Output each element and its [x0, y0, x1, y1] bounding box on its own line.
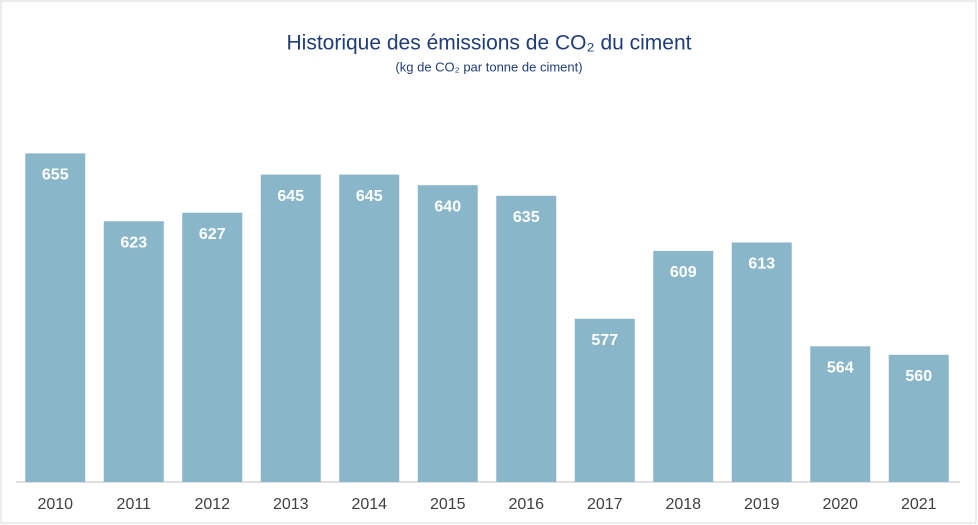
x-tick-label: 2016 — [508, 496, 544, 513]
x-tick-label: 2010 — [37, 496, 73, 513]
chart-title: Historique des émissions de CO₂ du cimen… — [287, 32, 692, 55]
value-label: 627 — [199, 226, 226, 243]
bar — [260, 174, 321, 482]
bar — [339, 174, 400, 482]
value-label: 613 — [748, 256, 775, 273]
value-label: 645 — [356, 188, 383, 205]
bar — [103, 221, 164, 483]
value-label: 655 — [42, 167, 69, 184]
x-tick-label: 2018 — [665, 496, 701, 513]
bar — [25, 153, 86, 482]
x-tick-label: 2021 — [901, 496, 937, 513]
x-tick-label: 2015 — [430, 496, 466, 513]
value-label: 577 — [591, 332, 618, 349]
x-tick-label: 2014 — [351, 496, 387, 513]
bar — [810, 346, 871, 482]
x-tick-label: 2013 — [273, 496, 309, 513]
value-label: 609 — [670, 264, 697, 281]
bar — [653, 250, 714, 482]
bar — [888, 354, 949, 482]
bar — [731, 242, 792, 482]
value-label: 560 — [905, 368, 932, 385]
x-tick-label: 2020 — [822, 496, 858, 513]
x-tick-label: 2012 — [194, 496, 230, 513]
value-label: 564 — [827, 360, 854, 377]
x-tick-label: 2019 — [744, 496, 780, 513]
chart-subtitle: (kg de CO₂ par tonne de ciment) — [395, 59, 582, 74]
bar — [496, 195, 557, 483]
value-label: 623 — [120, 234, 147, 251]
value-label: 640 — [434, 198, 461, 215]
bar — [574, 318, 635, 482]
value-label: 645 — [277, 188, 304, 205]
value-label: 635 — [513, 209, 540, 226]
bar — [417, 185, 478, 482]
x-tick-label: 2011 — [117, 496, 152, 513]
bar — [182, 212, 243, 482]
x-tick-label: 2017 — [587, 496, 623, 513]
